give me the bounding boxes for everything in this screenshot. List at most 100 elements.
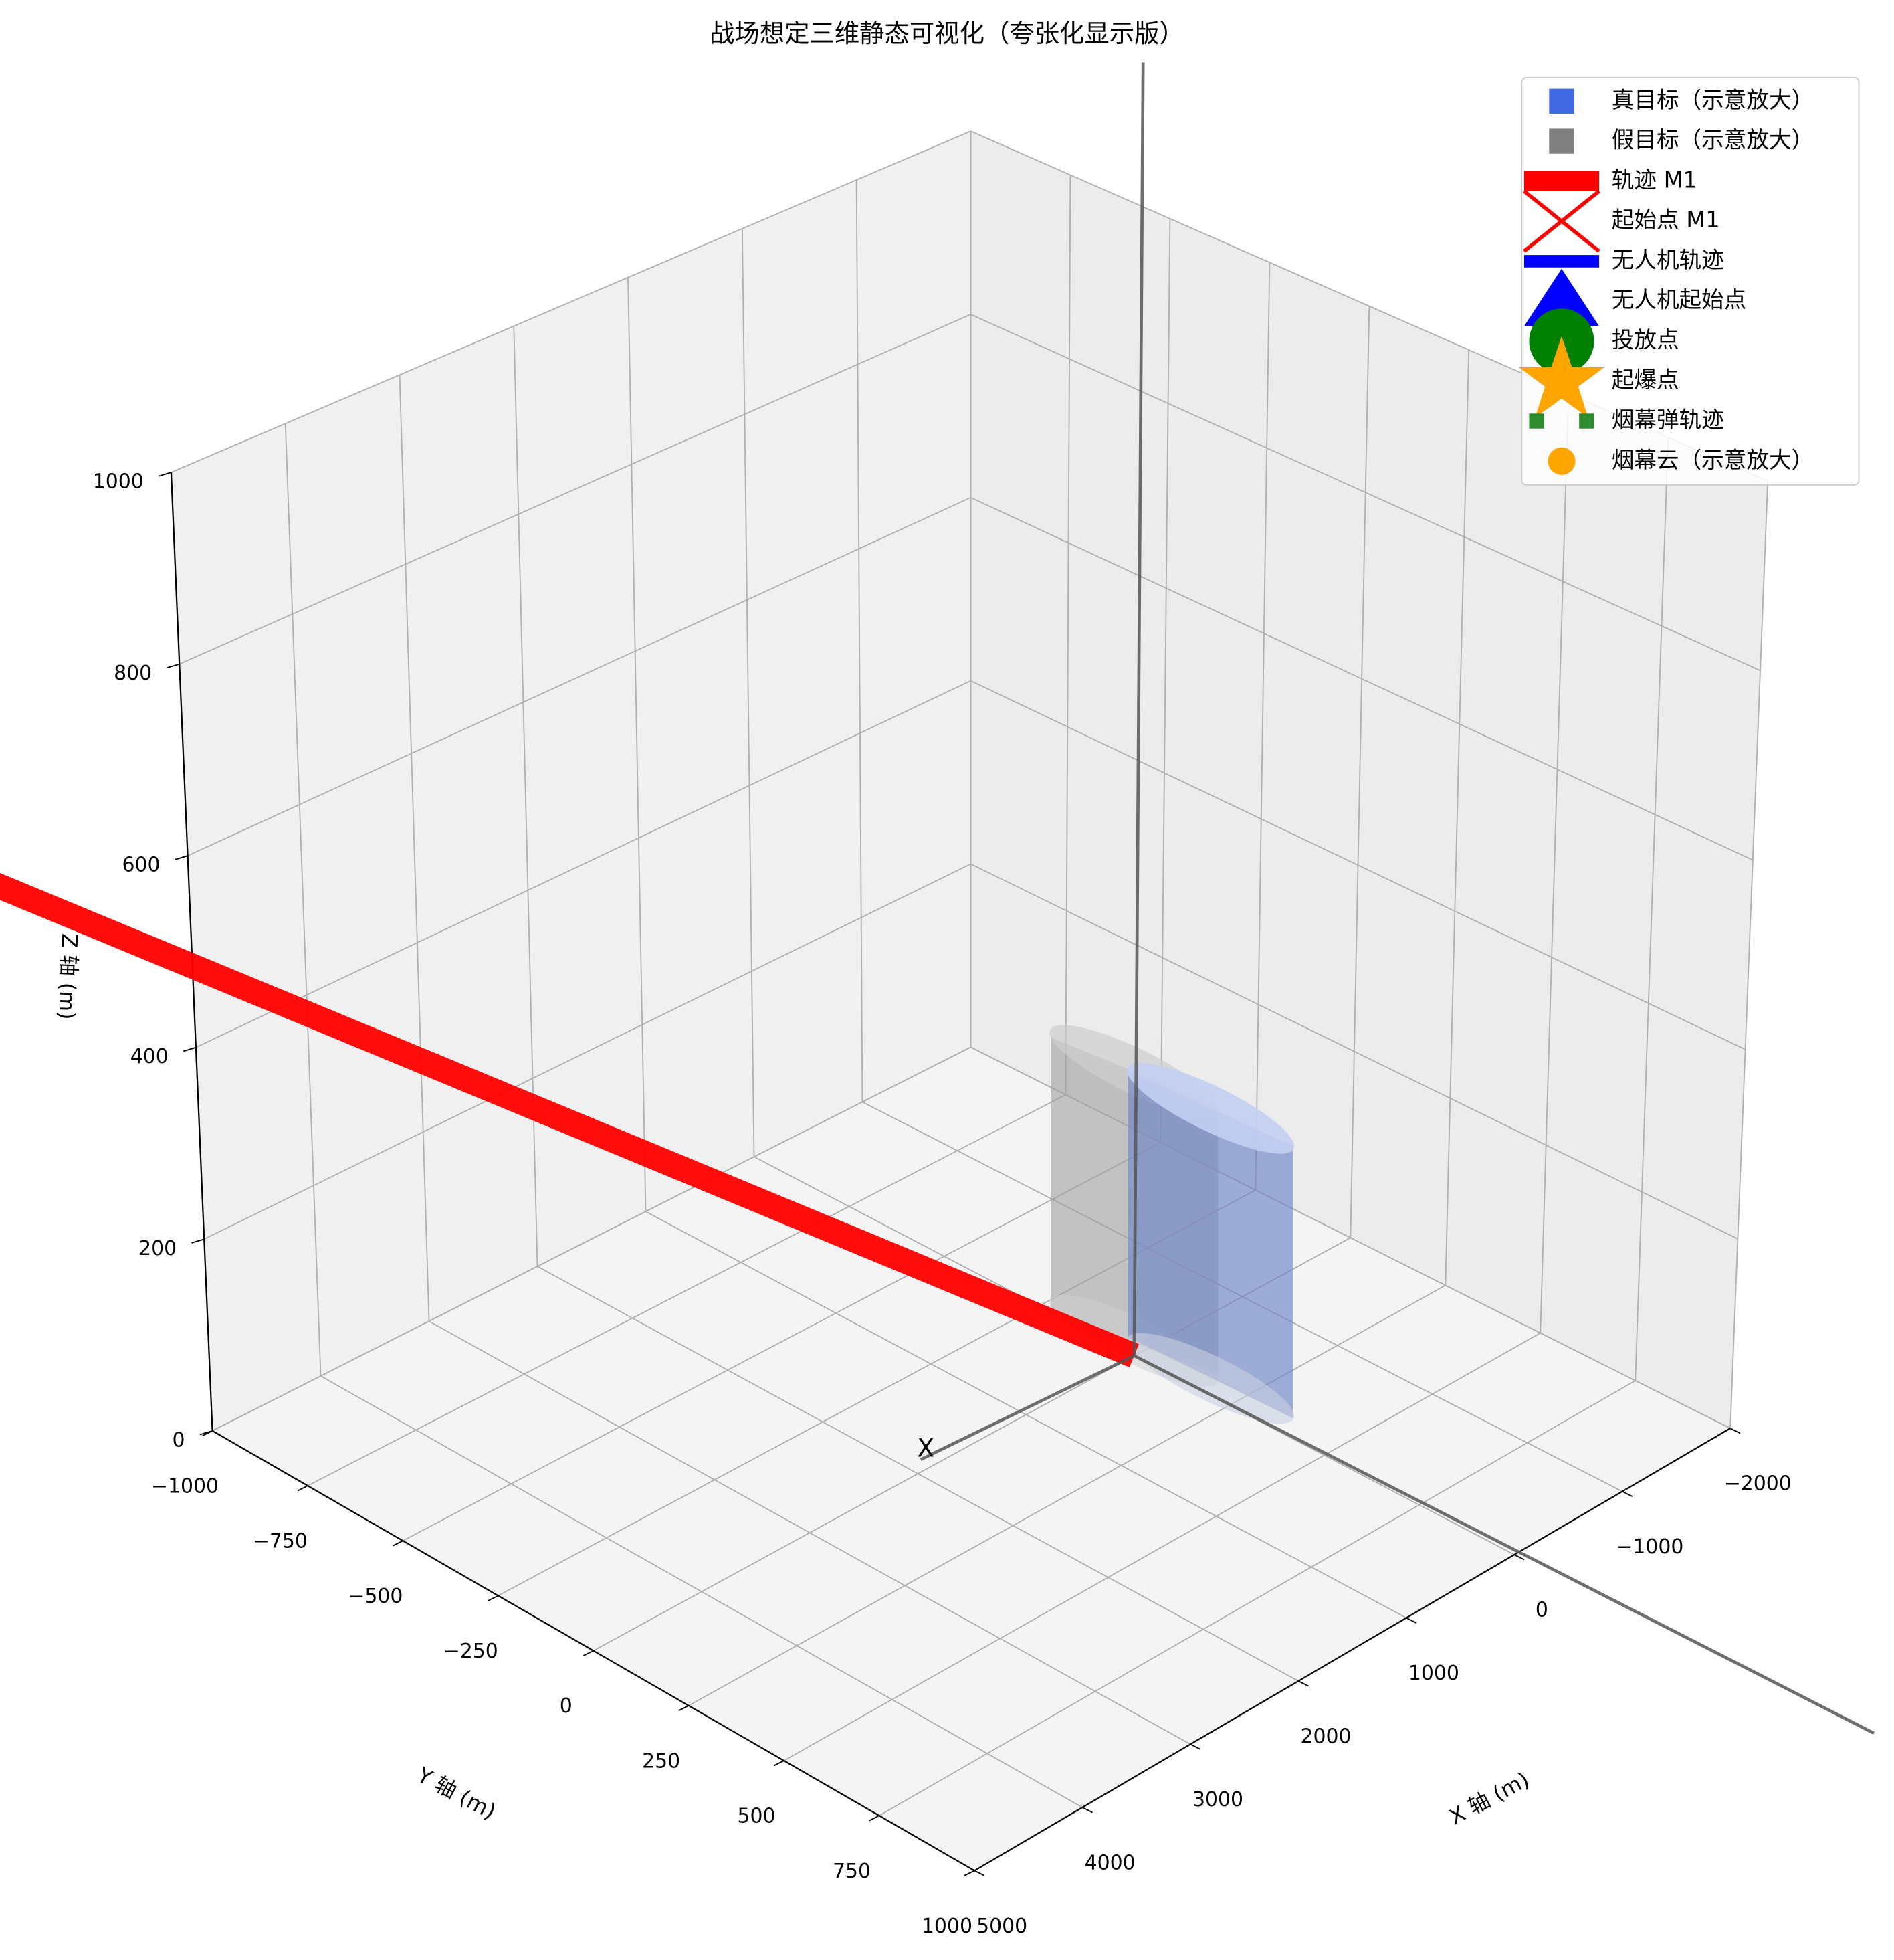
annotation: X bbox=[917, 1433, 934, 1462]
y-tick bbox=[297, 1485, 308, 1492]
legend-label: 轨迹 M1 bbox=[1612, 167, 1697, 193]
grid-line bbox=[970, 314, 1761, 672]
z-tick bbox=[191, 1238, 205, 1244]
y-axis-label: Y 轴 (m) bbox=[413, 1763, 500, 1824]
legend-box bbox=[1521, 76, 1860, 486]
legend-marker bbox=[1523, 268, 1600, 326]
x-tick-label: 5000 bbox=[976, 1915, 1027, 1938]
x-tick-label: 3000 bbox=[1192, 1788, 1243, 1811]
x-tick bbox=[974, 1870, 985, 1876]
plot-area: 战场想定三维静态可视化（夸张化显示版） −2000−10000100020003… bbox=[0, 19, 1875, 1938]
grid-line bbox=[307, 1094, 1066, 1486]
x-tick bbox=[1190, 1743, 1201, 1750]
y-tick-label: 250 bbox=[642, 1749, 680, 1773]
axis-line bbox=[974, 1428, 1731, 1872]
y-tick-label: 1000 bbox=[922, 1915, 972, 1938]
x-tick bbox=[1729, 1428, 1741, 1434]
chart-title: 战场想定三维静态可视化（夸张化显示版） bbox=[710, 19, 1184, 48]
grid-line bbox=[970, 863, 1738, 1240]
grid-line bbox=[970, 496, 1754, 861]
x-tick-label: −2000 bbox=[1724, 1472, 1792, 1496]
x-axis-label: X 轴 (m) bbox=[1446, 1768, 1534, 1830]
z-tick-label: 1000 bbox=[93, 470, 144, 494]
z-axis-label: Z 轴 (m) bbox=[54, 933, 81, 1021]
reference-axis bbox=[920, 1354, 1135, 1461]
legend-label: 起始点 M1 bbox=[1612, 207, 1720, 233]
grid-line bbox=[1255, 262, 1271, 1191]
y-tick bbox=[393, 1540, 403, 1547]
z-tick-label: 800 bbox=[114, 662, 152, 685]
y-tick-label: 500 bbox=[738, 1805, 776, 1828]
grid-line bbox=[1729, 481, 1769, 1429]
y-tick-label: −250 bbox=[443, 1640, 498, 1663]
grid-line bbox=[1445, 350, 1470, 1286]
z-tick bbox=[167, 663, 180, 669]
grid-line bbox=[1065, 175, 1071, 1095]
grid-line bbox=[1160, 218, 1171, 1143]
x-tick-label: 1000 bbox=[1408, 1662, 1459, 1685]
reference-axis bbox=[1133, 1354, 1875, 1735]
z-tick-label: 600 bbox=[122, 854, 160, 877]
grid-line bbox=[1350, 306, 1370, 1238]
target-cylinder bbox=[1128, 1070, 1293, 1419]
z-tick bbox=[175, 855, 188, 860]
x-tick-label: 0 bbox=[1536, 1599, 1548, 1622]
grid-line bbox=[1635, 437, 1669, 1381]
y-tick-label: 0 bbox=[560, 1694, 572, 1718]
x-tick bbox=[1297, 1680, 1309, 1687]
grid-line bbox=[399, 375, 430, 1322]
legend-label: 无人机起始点 bbox=[1612, 287, 1747, 313]
grid-line bbox=[203, 863, 971, 1240]
y-tick bbox=[488, 1595, 499, 1601]
legend-label: 投放点 bbox=[1612, 326, 1679, 353]
legend-marker bbox=[1549, 128, 1574, 154]
legend-marker bbox=[1523, 189, 1600, 253]
grid-line bbox=[783, 1332, 1541, 1761]
z-tick bbox=[158, 472, 172, 477]
floor-pane bbox=[212, 1047, 1731, 1871]
z-tick-label: 0 bbox=[172, 1428, 185, 1452]
y-tick bbox=[678, 1704, 690, 1712]
y-tick-label: −500 bbox=[348, 1585, 403, 1608]
wall-pane bbox=[171, 131, 971, 1431]
grid-line bbox=[171, 130, 971, 473]
grid-line bbox=[855, 179, 863, 1102]
x-tick bbox=[1622, 1490, 1633, 1497]
y-tick bbox=[869, 1815, 880, 1822]
legend-marker bbox=[1519, 336, 1604, 418]
y-tick-label: 750 bbox=[833, 1860, 871, 1883]
trajectory bbox=[0, 873, 1140, 1367]
grid-line bbox=[187, 496, 971, 857]
grid-line bbox=[688, 1284, 1446, 1706]
x-tick bbox=[1082, 1807, 1093, 1814]
z-tick-label: 400 bbox=[130, 1045, 169, 1068]
legend-label: 无人机轨迹 bbox=[1612, 247, 1724, 273]
legend-label: 假目标（示意放大） bbox=[1612, 127, 1814, 153]
grid-line bbox=[179, 314, 971, 665]
reference-axis bbox=[1132, 62, 1145, 1356]
target-cylinder-bottom bbox=[1126, 1333, 1295, 1424]
grid-line bbox=[212, 1046, 971, 1432]
legend-marker bbox=[1548, 447, 1576, 475]
target-cylinder-top bbox=[1126, 1063, 1295, 1154]
x-tick-label: 4000 bbox=[1085, 1851, 1136, 1874]
y-tick bbox=[583, 1650, 594, 1656]
grid-line bbox=[402, 1141, 1161, 1542]
x-tick-label: 2000 bbox=[1300, 1725, 1351, 1749]
grid-line bbox=[741, 228, 755, 1157]
legend-label: 真目标（示意放大） bbox=[1612, 87, 1814, 113]
x-tick bbox=[1406, 1617, 1417, 1624]
y-tick-label: −1000 bbox=[151, 1474, 219, 1498]
z-tick bbox=[183, 1046, 197, 1052]
grid-line bbox=[879, 1380, 1636, 1817]
z-tick-label: 200 bbox=[138, 1237, 177, 1260]
grid-line bbox=[284, 423, 322, 1376]
legend-label: 烟幕云（示意放大） bbox=[1612, 447, 1814, 473]
legend-label: 烟幕弹轨迹 bbox=[1612, 407, 1724, 433]
legend-label: 起爆点 bbox=[1612, 367, 1679, 393]
z-tick bbox=[199, 1430, 213, 1436]
x-tick-label: −1000 bbox=[1616, 1535, 1683, 1559]
legend-marker bbox=[1549, 88, 1574, 114]
x-tick bbox=[1513, 1554, 1525, 1561]
